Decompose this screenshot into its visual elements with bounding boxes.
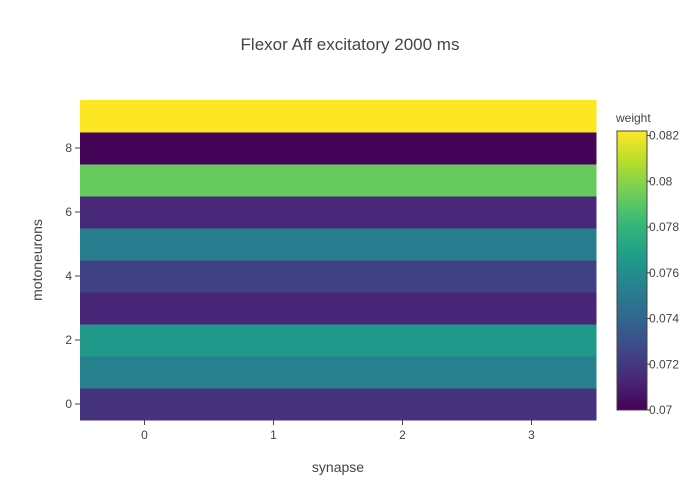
heatmap-cell-2-1	[209, 324, 339, 357]
heatmap-cell-7-1	[209, 164, 339, 197]
colorbar-gradient	[616, 130, 648, 411]
heatmap-cell-2-0	[80, 324, 210, 357]
colorbar: 0.07 0.072 0.074 0.076 0.078 0.08 0.082	[616, 129, 679, 417]
heatmap-cell-9-3	[467, 100, 597, 133]
heatmap-cell-2-3	[467, 324, 597, 357]
y-tick-label: 4	[65, 269, 72, 283]
heatmap-cell-4-2	[338, 260, 468, 293]
heatmap-cells	[80, 100, 597, 421]
chart-title: Flexor Aff excitatory 2000 ms	[241, 35, 460, 54]
heatmap-cell-3-0	[80, 292, 210, 325]
colorbar-tick-label: 0.082	[649, 129, 679, 143]
heatmap-cell-1-1	[209, 356, 339, 389]
heatmap-cell-9-1	[209, 100, 339, 133]
y-tick-label: 2	[65, 333, 72, 347]
colorbar-tick-label: 0.076	[649, 266, 679, 280]
heatmap-cell-0-3	[467, 388, 597, 421]
heatmap-cell-3-2	[338, 292, 468, 325]
x-tick-label: 3	[528, 428, 535, 442]
heatmap-cell-7-3	[467, 164, 597, 197]
colorbar-tick-label: 0.078	[649, 220, 679, 234]
heatmap-cell-5-2	[338, 228, 468, 261]
y-tick-label: 6	[65, 205, 72, 219]
y-tick-label: 0	[65, 397, 72, 411]
heatmap-cell-8-1	[209, 132, 339, 165]
heatmap-cell-5-0	[80, 228, 210, 261]
heatmap-cell-3-3	[467, 292, 597, 325]
heatmap-cell-4-3	[467, 260, 597, 293]
heatmap-cell-7-0	[80, 164, 210, 197]
heatmap-cell-6-0	[80, 196, 210, 229]
heatmap-cell-2-2	[338, 324, 468, 357]
colorbar-tick-label: 0.072	[649, 357, 679, 371]
colorbar-tick-label: 0.08	[649, 174, 673, 188]
x-axis-ticks: 0 1 2 3	[141, 420, 535, 442]
heatmap-cell-0-0	[80, 388, 210, 421]
heatmap-cell-4-1	[209, 260, 339, 293]
y-tick-label: 8	[65, 141, 72, 155]
heatmap-cell-8-3	[467, 132, 597, 165]
heatmap-cell-9-0	[80, 100, 210, 133]
heatmap-cell-9-2	[338, 100, 468, 133]
x-axis-label: synapse	[312, 459, 364, 475]
y-axis-ticks: 0 2 4 6 8	[65, 141, 80, 411]
x-tick-label: 1	[270, 428, 277, 442]
heatmap-cell-4-0	[80, 260, 210, 293]
heatmap-cell-1-0	[80, 356, 210, 389]
colorbar-title: weight	[615, 111, 651, 125]
heatmap-cell-5-3	[467, 228, 597, 261]
heatmap-cell-8-2	[338, 132, 468, 165]
heatmap-cell-1-3	[467, 356, 597, 389]
y-axis-label: motoneurons	[29, 219, 45, 301]
x-tick-label: 2	[399, 428, 406, 442]
colorbar-tick-label: 0.074	[649, 312, 679, 326]
x-tick-label: 0	[141, 428, 148, 442]
heatmap-cell-1-2	[338, 356, 468, 389]
heatmap-cell-3-1	[209, 292, 339, 325]
heatmap-cell-8-0	[80, 132, 210, 165]
heatmap-cell-6-1	[209, 196, 339, 229]
heatmap-cell-5-1	[209, 228, 339, 261]
colorbar-tick-label: 0.07	[649, 403, 673, 417]
heatmap-cell-6-3	[467, 196, 597, 229]
heatmap-cell-0-2	[338, 388, 468, 421]
heatmap-cell-7-2	[338, 164, 468, 197]
heatmap-cell-0-1	[209, 388, 339, 421]
heatmap-cell-6-2	[338, 196, 468, 229]
